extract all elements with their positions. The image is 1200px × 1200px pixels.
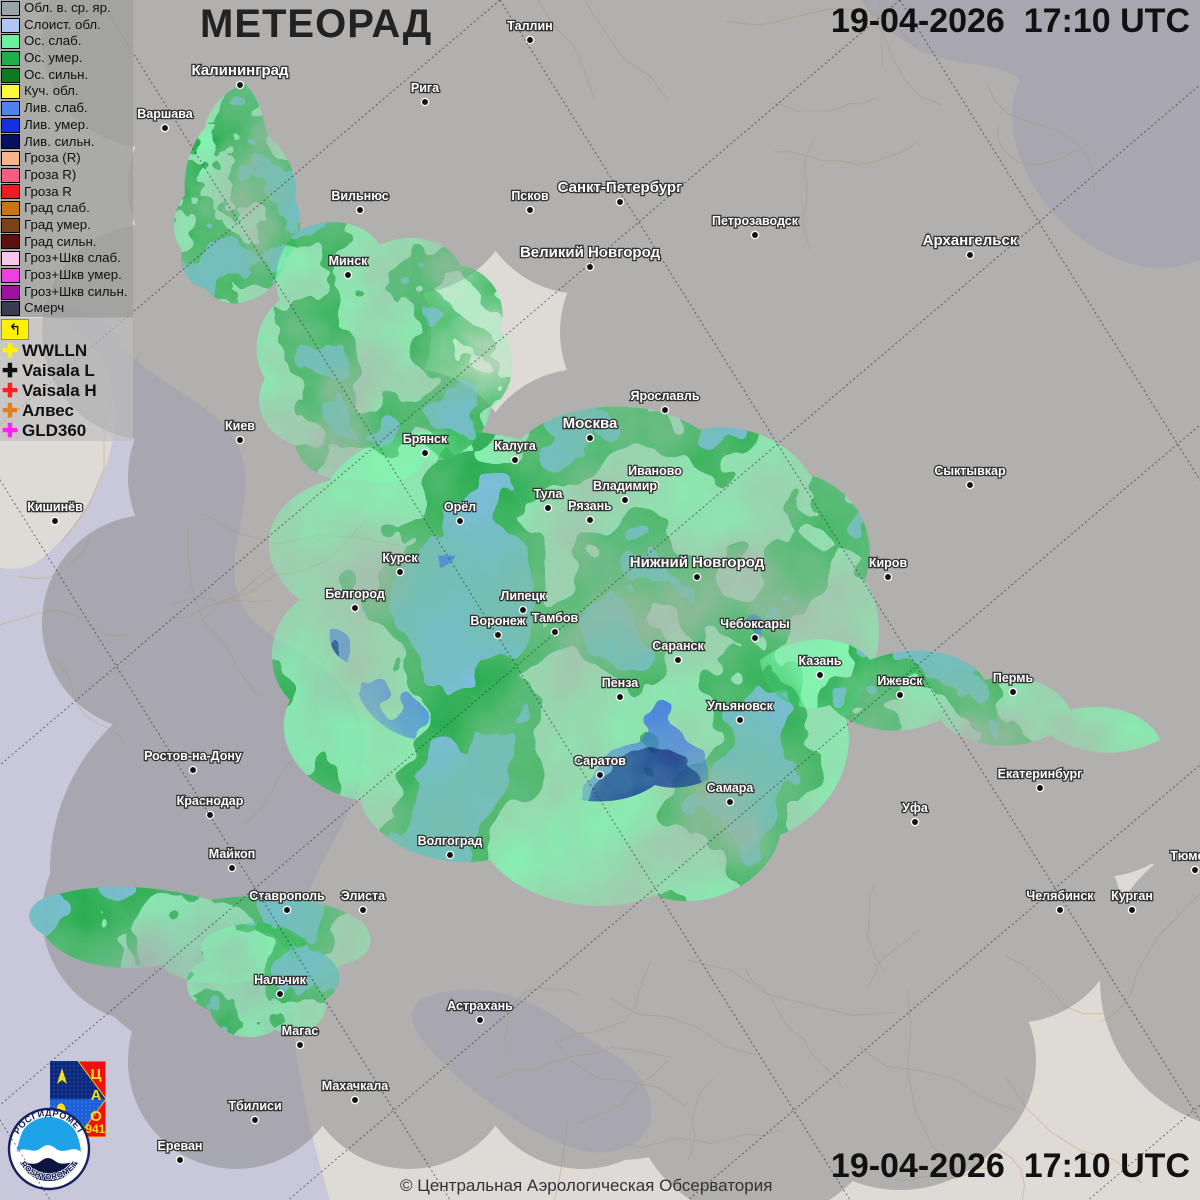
svg-text:Сыктывкар: Сыктывкар <box>934 464 1006 478</box>
svg-text:Тула: Тула <box>534 487 564 501</box>
svg-text:Вильнюс: Вильнюс <box>331 189 388 203</box>
svg-text:Ростов-на-Дону: Ростов-на-Дону <box>144 749 242 763</box>
svg-text:Чебоксары: Чебоксары <box>720 617 789 631</box>
svg-text:Калининград: Калининград <box>191 62 289 79</box>
svg-text:Архангельск: Архангельск <box>923 232 1018 249</box>
svg-text:Элиста: Элиста <box>341 889 386 903</box>
svg-text:Пермь: Пермь <box>993 671 1034 685</box>
svg-text:Уфа: Уфа <box>902 801 929 815</box>
svg-text:Белгород: Белгород <box>325 587 385 601</box>
svg-text:Ереван: Ереван <box>158 1139 203 1153</box>
svg-text:Махачкала: Махачкала <box>322 1079 390 1093</box>
svg-text:Челябинск: Челябинск <box>1026 889 1094 903</box>
svg-text:А: А <box>91 1087 102 1104</box>
svg-text:Нижний Новгород: Нижний Новгород <box>630 554 765 571</box>
svg-text:Екатеринбург: Екатеринбург <box>998 767 1083 781</box>
svg-text:Астрахань: Астрахань <box>447 999 513 1013</box>
svg-text:Ц: Ц <box>91 1066 102 1083</box>
svg-text:Калуга: Калуга <box>494 439 537 453</box>
svg-text:Пенза: Пенза <box>602 676 640 690</box>
svg-text:Саратов: Саратов <box>574 754 626 768</box>
svg-text:Петрозаводск: Петрозаводск <box>712 214 799 228</box>
svg-text:Саранск: Саранск <box>652 639 704 653</box>
svg-text:Ярославль: Ярославль <box>630 389 699 403</box>
svg-text:Киров: Киров <box>869 556 908 570</box>
svg-text:Ульяновск: Ульяновск <box>707 699 773 713</box>
svg-text:Санкт-Петербург: Санкт-Петербург <box>558 179 683 196</box>
svg-text:Майкоп: Майкоп <box>209 847 255 861</box>
svg-text:Нальчик: Нальчик <box>254 973 306 987</box>
svg-text:Орёл: Орёл <box>444 500 476 514</box>
svg-text:Курск: Курск <box>382 551 418 565</box>
svg-text:Кишинёв: Кишинёв <box>27 500 83 514</box>
svg-text:Тамбов: Тамбов <box>532 611 579 625</box>
svg-text:Варшава: Варшава <box>137 107 194 121</box>
svg-text:Ставрополь: Ставрополь <box>249 889 325 903</box>
svg-text:Иваново: Иваново <box>628 464 682 478</box>
svg-text:Тюмень: Тюмень <box>1170 849 1200 863</box>
svg-text:Тбилиси: Тбилиси <box>228 1099 281 1113</box>
svg-text:Краснодар: Краснодар <box>177 794 244 808</box>
svg-text:Рязань: Рязань <box>568 499 612 513</box>
svg-text:Ижевск: Ижевск <box>877 674 923 688</box>
svg-text:Липецк: Липецк <box>501 589 547 603</box>
svg-text:Волгоград: Волгоград <box>418 834 483 848</box>
svg-text:Магас: Магас <box>282 1024 319 1038</box>
svg-text:Таллин: Таллин <box>507 19 552 33</box>
svg-text:Рига: Рига <box>411 81 440 95</box>
svg-text:Курган: Курган <box>1111 889 1153 903</box>
svg-text:Москва: Москва <box>563 415 618 432</box>
svg-text:Киев: Киев <box>225 419 255 433</box>
svg-text:Брянск: Брянск <box>403 432 448 446</box>
svg-text:Псков: Псков <box>511 189 549 203</box>
svg-text:Владимир: Владимир <box>593 479 657 493</box>
svg-text:Великий Новгород: Великий Новгород <box>520 244 661 261</box>
svg-text:Казань: Казань <box>798 654 841 668</box>
svg-text:Минск: Минск <box>329 254 369 268</box>
svg-text:Воронеж: Воронеж <box>470 614 525 628</box>
svg-text:Самара: Самара <box>707 781 755 795</box>
